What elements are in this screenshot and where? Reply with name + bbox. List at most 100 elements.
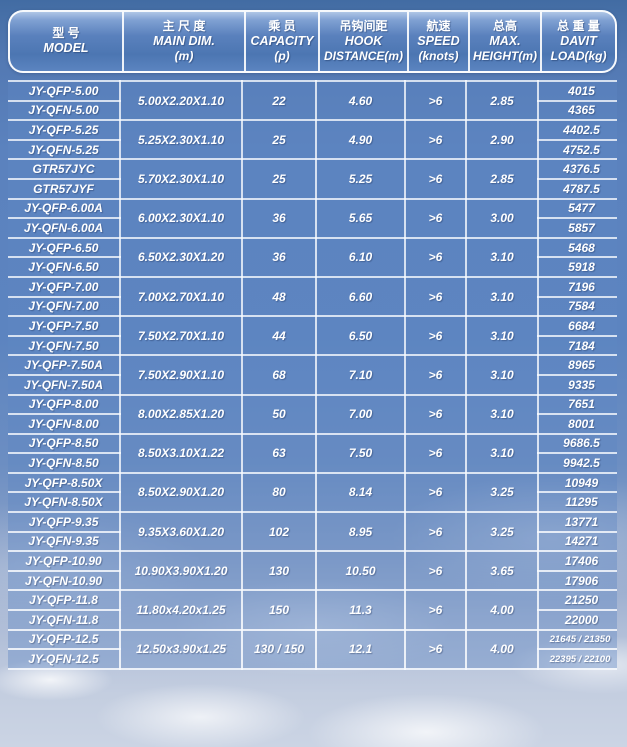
cell-max-height: 3.10 [465, 354, 539, 396]
cell-capacity: 36 [241, 236, 317, 278]
header-label-unit: LOAD(kg) [550, 49, 607, 64]
cell-main-dim: 8.00X2.85X1.20 [119, 393, 243, 435]
cell-davit-load: 4376.5 [537, 158, 617, 180]
cell-davit-load: 7196 [537, 275, 617, 298]
cell-capacity: 50 [241, 393, 317, 435]
table-row: JY-QFP-6.50 6.50X2.30X1.20 36 6.10 >6 3.10 546… [8, 236, 617, 278]
cell-speed: >6 [404, 79, 467, 122]
cell-main-dim: 7.50X2.90X1.10 [119, 354, 243, 396]
table-row: JY-QFP-7.50 7.50X2.70X1.10 44 6.50 >6 3.10 668… [8, 315, 617, 357]
cell-main-dim: 8.50X2.90X1.20 [119, 471, 243, 514]
cell-hook-distance: 8.14 [315, 471, 406, 514]
cell-model: JY-QFN-7.50A [8, 373, 121, 396]
cell-davit-load: 10949 [537, 471, 617, 494]
cell-davit-load: 22395 / 22100 [537, 648, 617, 670]
cell-main-dim: 10.90X3.90X1.20 [119, 550, 243, 592]
cell-main-dim: 5.25X2.30X1.10 [119, 119, 243, 161]
header-label-en: DAVIT [560, 33, 597, 48]
cell-max-height: 2.85 [465, 158, 539, 200]
table-row: JY-QFP-10.90 10.90X3.90X1.20 130 10.50 >6 3.6… [8, 550, 617, 592]
table-row: JY-QFP-11.8 11.80x4.20x1.25 150 11.3 >6 4.00 2… [8, 589, 617, 631]
cell-hook-distance: 6.60 [315, 275, 406, 318]
cell-model: JY-QFP-11.8 [8, 589, 121, 612]
cell-model: JY-QFN-8.50 [8, 452, 121, 474]
cell-model: JY-QFP-9.35 [8, 511, 121, 533]
header-label-en: MODEL [43, 41, 89, 56]
cell-model: GTR57JYC [8, 158, 121, 180]
cell-hook-distance: 7.10 [315, 354, 406, 396]
cell-model: JY-QFP-7.50A [8, 354, 121, 376]
cell-davit-load: 5918 [537, 256, 617, 278]
table-row: JY-QFN-6.00A 5857 [8, 217, 617, 239]
cell-hook-distance: 11.3 [315, 589, 406, 631]
cell-model: JY-QFP-7.50 [8, 315, 121, 337]
cell-speed: >6 [404, 393, 467, 435]
cell-davit-load: 9942.5 [537, 452, 617, 474]
cell-davit-load: 21250 [537, 589, 617, 612]
cell-davit-load: 9686.5 [537, 432, 617, 455]
table-row: JY-QFN-7.50 7184 [8, 334, 617, 357]
cell-max-height: 2.85 [465, 79, 539, 122]
cell-davit-load: 11295 [537, 491, 617, 514]
cell-speed: >6 [404, 511, 467, 553]
cell-speed: >6 [404, 275, 467, 318]
header-label-zh: 总 重 量 [557, 18, 600, 33]
cell-model: JY-QFP-6.00A [8, 197, 121, 220]
header-cell-2: 乘 员 CAPACITY (p) [244, 12, 318, 71]
davit-spec-table: JY-QFP-5.00 5.00X2.20X1.10 22 4.60 >6 2.85 401… [8, 79, 617, 670]
cell-main-dim: 5.00X2.20X1.10 [119, 79, 243, 122]
header-label-unit: HEIGHT(m) [473, 49, 537, 64]
header-label-en: MAX. [489, 33, 521, 48]
cell-davit-load: 17906 [537, 569, 617, 592]
cell-model: JY-QFP-8.50 [8, 432, 121, 455]
cell-davit-load: 7184 [537, 334, 617, 357]
cell-max-height: 3.25 [465, 471, 539, 514]
cell-model: JY-QFP-12.5 [8, 628, 121, 651]
header-label-zh: 吊钩间距 [339, 18, 388, 33]
header-label-zh: 型 号 [52, 26, 80, 41]
cell-capacity: 150 [241, 589, 317, 631]
cell-davit-load: 5857 [537, 217, 617, 239]
cell-hook-distance: 5.65 [315, 197, 406, 239]
cell-hook-distance: 6.10 [315, 236, 406, 278]
header-cell-6: 总 重 量 DAVIT LOAD(kg) [540, 12, 615, 71]
table-row: JY-QFN-12.5 22395 / 22100 [8, 648, 617, 670]
cell-model: JY-QFN-11.8 [8, 609, 121, 631]
cell-model: JY-QFP-8.00 [8, 393, 121, 416]
cell-davit-load: 7651 [537, 393, 617, 416]
cell-speed: >6 [404, 589, 467, 631]
cell-hook-distance: 12.1 [315, 628, 406, 670]
cell-model: JY-QFP-10.90 [8, 550, 121, 572]
cell-hook-distance: 5.25 [315, 158, 406, 200]
cell-capacity: 25 [241, 158, 317, 200]
header-label-zh: 总高 [492, 18, 517, 33]
cell-speed: >6 [404, 315, 467, 357]
header-cell-0: 型 号 MODEL [10, 12, 122, 71]
cell-capacity: 102 [241, 511, 317, 553]
cell-max-height: 4.00 [465, 628, 539, 670]
spec-table-header: 型 号 MODEL 主 尺 度 MAIN DIM. (m) 乘 员 CAPACITY (p) 吊… [8, 10, 617, 73]
cell-davit-load: 9335 [537, 373, 617, 396]
cell-davit-load: 8001 [537, 413, 617, 435]
cell-main-dim: 9.35X3.60X1.20 [119, 511, 243, 553]
cell-davit-load: 4787.5 [537, 177, 617, 200]
cell-model: JY-QFN-7.00 [8, 295, 121, 318]
cell-model: JY-QFN-6.00A [8, 217, 121, 239]
cell-davit-load: 4015 [537, 80, 617, 102]
table-row: JY-QFP-9.35 9.35X3.60X1.20 102 8.95 >6 3.25 13… [8, 511, 617, 553]
cell-capacity: 80 [241, 471, 317, 514]
cell-capacity: 68 [241, 354, 317, 396]
header-label-en: HOOK [344, 33, 383, 48]
table-row: JY-QFN-8.50X 11295 [8, 491, 617, 514]
header-cell-4: 航速 SPEED (knots) [407, 12, 468, 71]
table-row: JY-QFN-8.00 8001 [8, 413, 617, 435]
cell-davit-load: 14271 [537, 530, 617, 553]
table-row: JY-QFP-8.50X 8.50X2.90X1.20 80 8.14 >6 3.25 10… [8, 471, 617, 514]
table-row: JY-QFP-8.50 8.50X3.10X1.22 63 7.50 >6 3.10 968… [8, 432, 617, 474]
cell-hook-distance: 8.95 [315, 511, 406, 553]
header-cell-5: 总高 MAX. HEIGHT(m) [468, 12, 540, 71]
cell-model: JY-QFP-6.50 [8, 236, 121, 259]
header-label-en: SPEED [417, 33, 460, 48]
cell-speed: >6 [404, 550, 467, 592]
cell-max-height: 3.10 [465, 236, 539, 278]
